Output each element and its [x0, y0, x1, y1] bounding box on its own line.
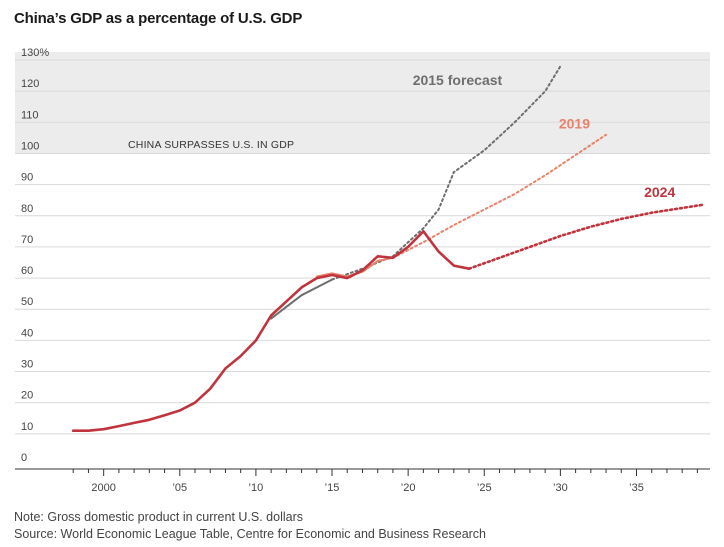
series-label-2019: 2019: [559, 116, 590, 132]
x-tick-label: ’25: [477, 482, 492, 494]
x-tick-label: ’30: [553, 482, 568, 494]
x-axis: 2000 ’05 ’10 ’15 ’20 ’25 ’30 ’35: [15, 468, 710, 494]
shaded-region: CHINA SURPASSES U.S. IN GDP: [15, 52, 710, 154]
series-lines: [71, 65, 704, 432]
series-2-forecast-line: [467, 203, 704, 270]
series-0-forecast-line: [331, 65, 562, 281]
chart-note: Note: Gross domestic product in current …: [14, 510, 304, 524]
gridlines: [15, 59, 710, 435]
x-tick-label: ’05: [172, 482, 187, 494]
series-2-actual-line: [71, 230, 471, 432]
y-tick-label: 0: [21, 452, 27, 464]
series-label-2015-forecast: 2015 forecast: [413, 72, 503, 88]
y-tick-label: 100: [21, 140, 39, 152]
y-tick-label: 120: [21, 78, 39, 90]
x-tick-label: ’20: [401, 482, 416, 494]
line-chart: CHINA SURPASSES U.S. IN GDP 0 10 20 30 40 50 6…: [15, 47, 710, 494]
series-labels: 2015 forecast 2019 2024: [413, 72, 676, 200]
y-tick-label: 110: [21, 109, 39, 121]
y-tick-label: 30: [21, 359, 33, 371]
y-tick-label: 20: [21, 390, 33, 402]
x-tick-label: 2000: [91, 482, 115, 494]
y-tick-label: 70: [21, 234, 33, 246]
y-tick-label: 130%: [21, 47, 49, 59]
x-tick-label: ’10: [249, 482, 264, 494]
series-label-2024: 2024: [644, 184, 675, 200]
shaded-region-label: CHINA SURPASSES U.S. IN GDP: [128, 139, 294, 151]
series-0-actual-line: [270, 278, 333, 320]
y-tick-label: 80: [21, 203, 33, 215]
y-tick-label: 60: [21, 265, 33, 277]
y-tick-label: 10: [21, 421, 33, 433]
y-axis-labels: 0 10 20 30 40 50 60 70 80 90 100 110 120 130%: [21, 47, 49, 464]
y-tick-label: 50: [21, 296, 33, 308]
y-tick-label: 90: [21, 172, 33, 184]
x-tick-label: ’35: [629, 482, 644, 494]
x-tick-label: ’15: [325, 482, 340, 494]
shaded-band: [15, 52, 710, 154]
chart-title: China’s GDP as a percentage of U.S. GDP: [14, 10, 303, 27]
y-tick-label: 40: [21, 327, 33, 339]
chart-source: Source: World Economic League Table, Cen…: [14, 527, 487, 541]
